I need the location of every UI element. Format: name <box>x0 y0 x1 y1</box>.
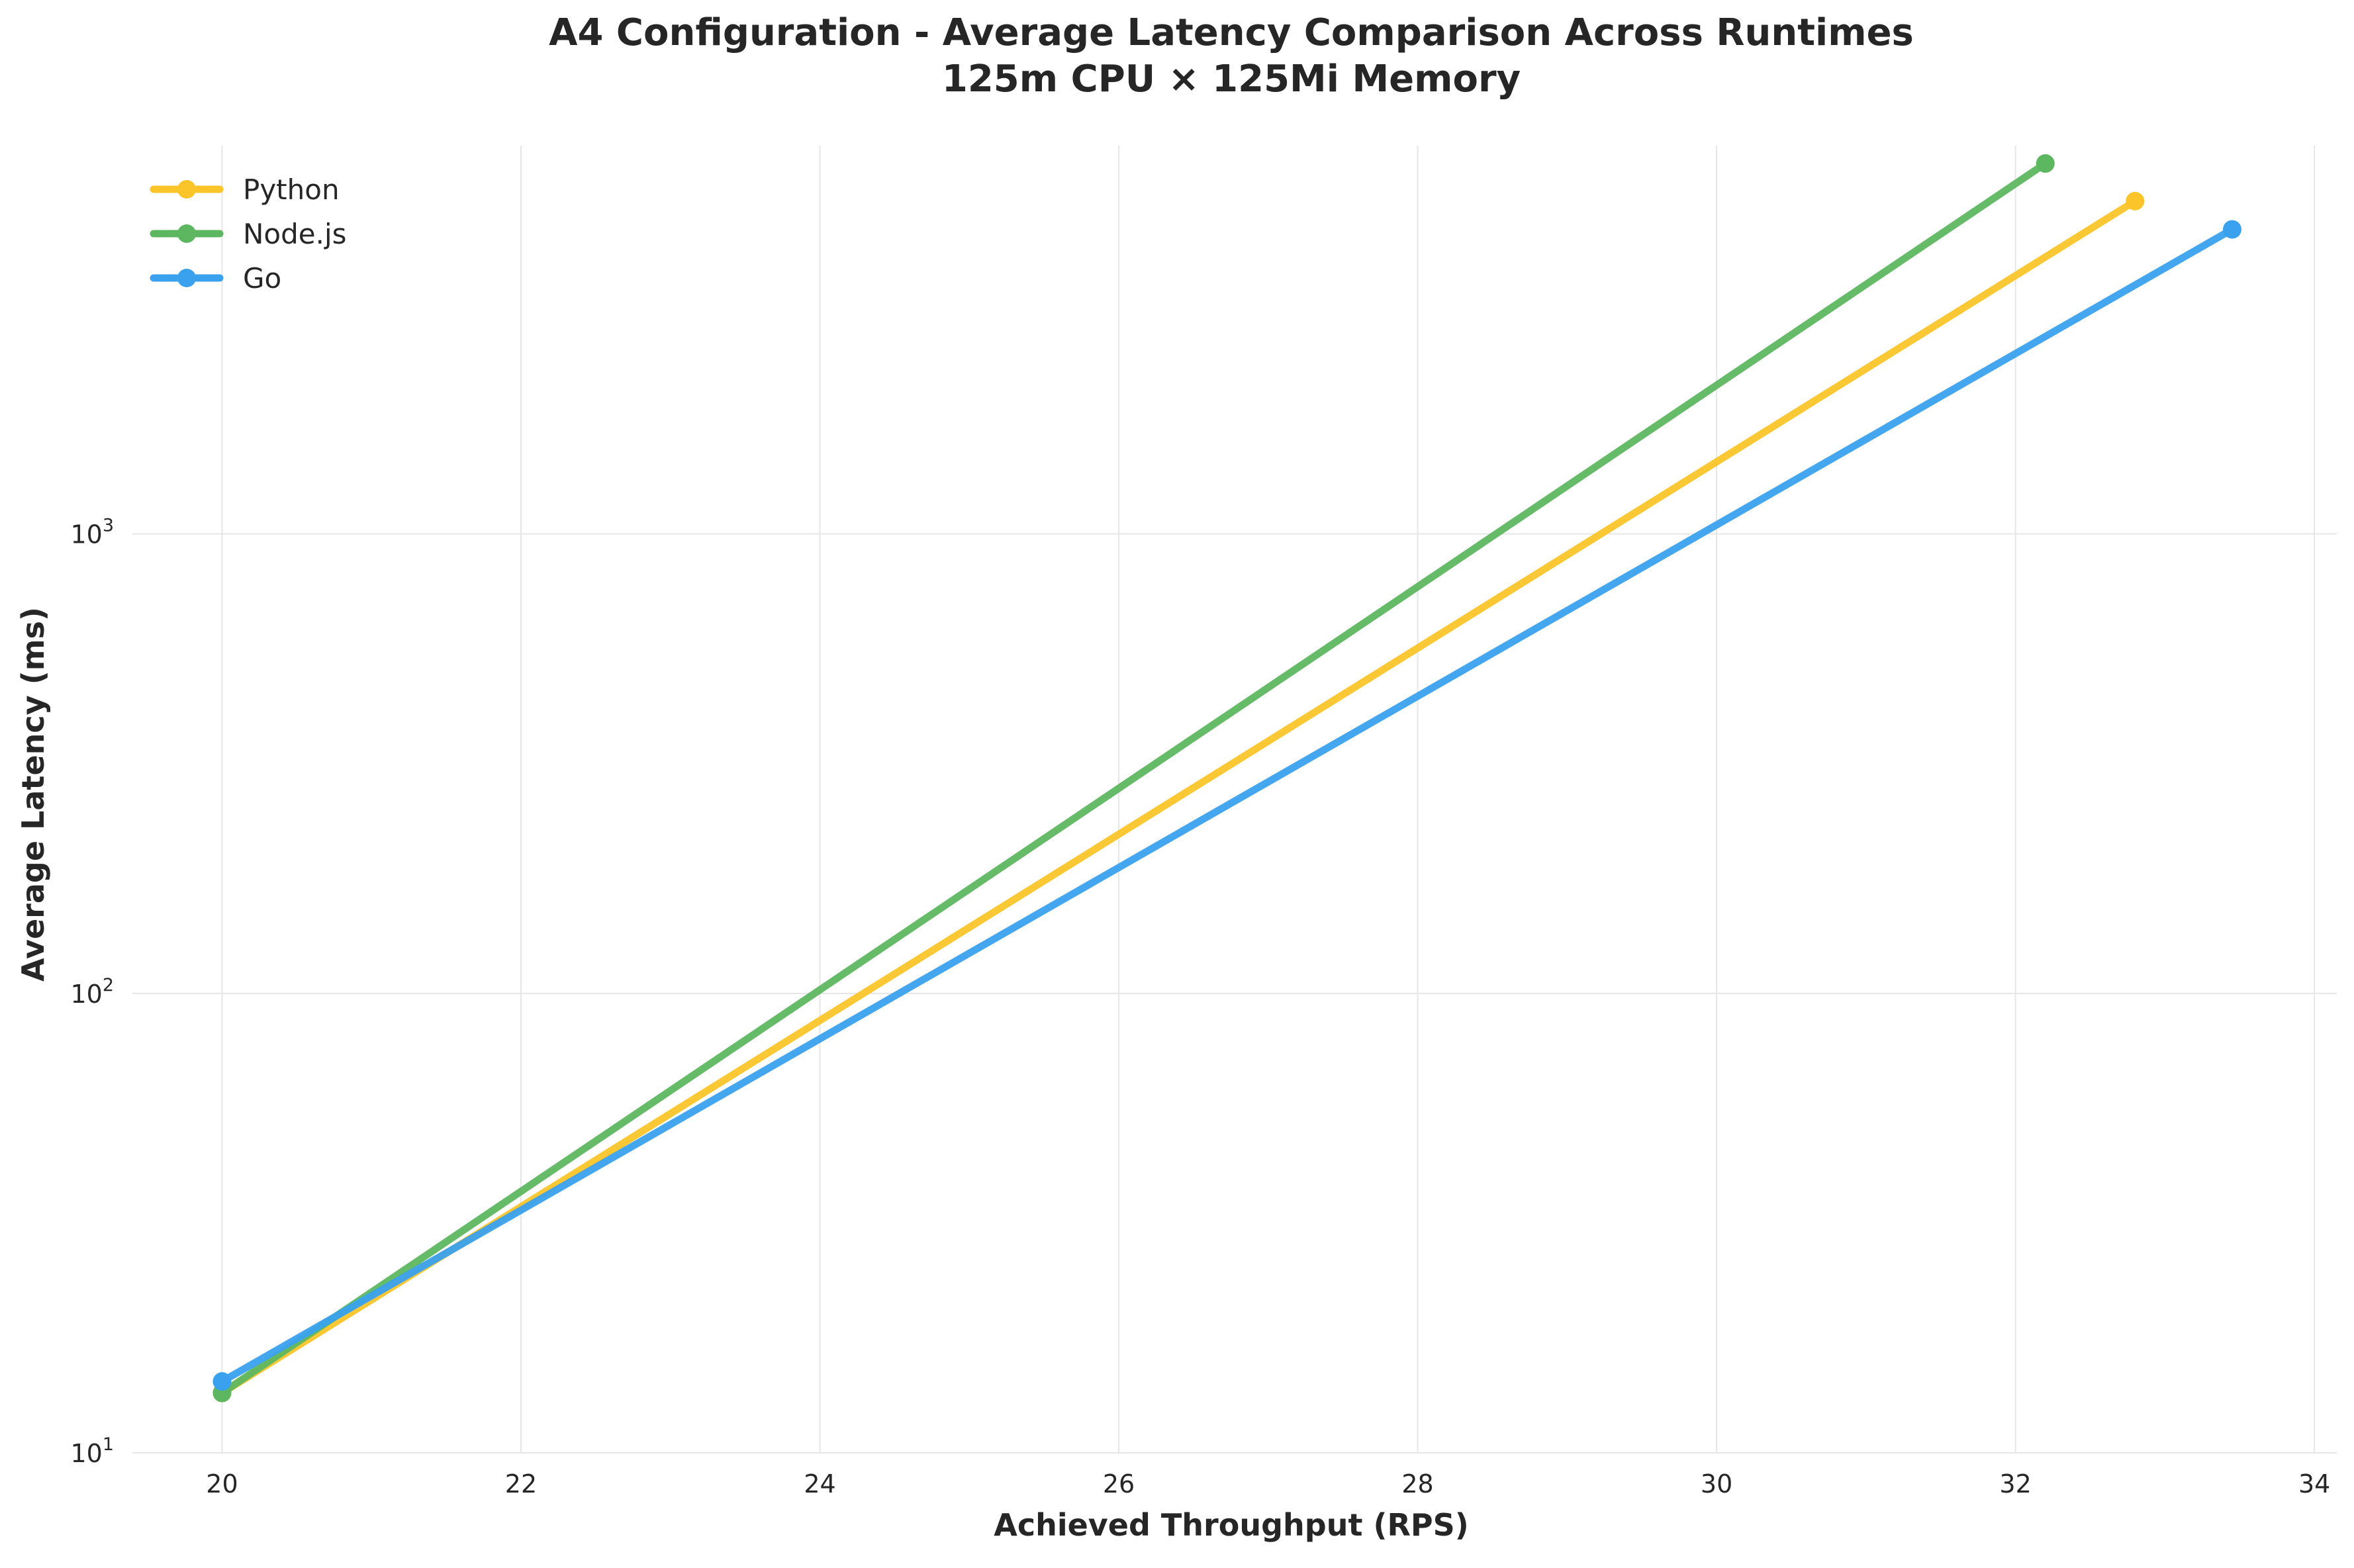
series-line-node-js <box>218 160 2049 1397</box>
legend-swatch-marker <box>177 180 196 199</box>
legend-item-python: Python <box>150 173 340 206</box>
chart-subtitle: 125m CPU × 125Mi Memory <box>942 58 1521 101</box>
x-tick-label: 20 <box>206 1469 238 1499</box>
data-point-python <box>2126 191 2145 210</box>
x-tick-label: 24 <box>804 1469 835 1499</box>
y-tick-label: 101 <box>70 1434 114 1468</box>
data-point-go <box>212 1372 232 1391</box>
legend-item-go: Go <box>150 262 281 295</box>
y-tick-label: 103 <box>70 516 114 549</box>
legend-swatch-marker <box>177 224 196 243</box>
legend-label: Node.js <box>243 218 347 250</box>
series-line-python <box>218 197 2139 1397</box>
grid <box>132 146 2337 1453</box>
series-node-js <box>212 154 2055 1403</box>
x-tick-label: 28 <box>1401 1469 1433 1499</box>
y-tick-label: 102 <box>70 975 114 1009</box>
legend: Python Node.js Go <box>150 173 347 295</box>
legend-item-node-js: Node.js <box>150 218 347 250</box>
data-point-go <box>2222 220 2241 239</box>
legend-label: Go <box>243 262 281 295</box>
tick-labels: 20 22 24 26 28 30 32 34 101 102 103 <box>70 516 2330 1499</box>
chart-title: A4 Configuration - Average Latency Compa… <box>549 11 1914 54</box>
y-axis-label: Average Latency (ms) <box>15 607 51 982</box>
x-tick-label: 32 <box>1999 1469 2031 1499</box>
x-tick-label: 22 <box>505 1469 537 1499</box>
series-go <box>212 220 2241 1391</box>
x-tick-label: 26 <box>1103 1469 1135 1499</box>
legend-swatch-marker <box>177 269 196 287</box>
x-tick-label: 34 <box>2298 1469 2330 1499</box>
x-tick-label: 30 <box>1701 1469 1732 1499</box>
series-layer <box>212 154 2241 1403</box>
x-axis-label: Achieved Throughput (RPS) <box>994 1507 1469 1543</box>
legend-label: Python <box>243 173 340 206</box>
series-line-go <box>218 226 2236 1385</box>
data-point-node-js <box>2036 154 2055 173</box>
